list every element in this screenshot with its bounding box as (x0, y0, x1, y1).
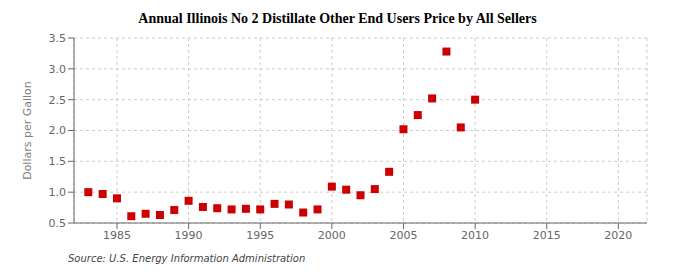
svg-text:2000: 2000 (318, 229, 346, 242)
svg-text:Dollars per Gallon: Dollars per Gallon (21, 81, 34, 180)
svg-text:1985: 1985 (103, 229, 131, 242)
svg-text:0.5: 0.5 (49, 217, 67, 230)
svg-text:1.0: 1.0 (49, 186, 67, 199)
svg-text:2020: 2020 (604, 229, 632, 242)
html-text:Annual Illinois No 2 Distillat: Annual Illinois No 2 Distillate Other En… (138, 11, 537, 26)
svg-text:1990: 1990 (175, 229, 203, 242)
svg-text:1995: 1995 (246, 229, 274, 242)
svg-text:2005: 2005 (389, 229, 417, 242)
svg-text:1.5: 1.5 (49, 155, 67, 168)
html-text:Source: U.S. Energy Informatio: Source: U.S. Energy Information Administ… (68, 253, 306, 264)
svg-text:3.0: 3.0 (49, 63, 67, 76)
svg-text:2015: 2015 (533, 229, 561, 242)
svg-text:2010: 2010 (461, 229, 489, 242)
svg-text:2.5: 2.5 (49, 94, 67, 107)
svg-text:3.5: 3.5 (49, 32, 67, 45)
svg-text:2.0: 2.0 (49, 124, 67, 137)
